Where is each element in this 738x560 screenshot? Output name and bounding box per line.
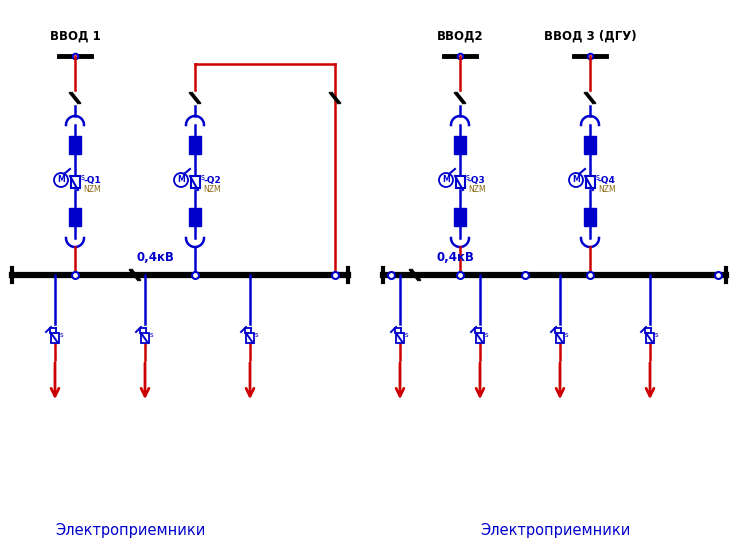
Text: s: s <box>485 332 489 338</box>
Text: s: s <box>405 332 409 338</box>
Text: NZM: NZM <box>468 184 486 194</box>
Bar <box>476 333 484 343</box>
Bar <box>556 333 564 343</box>
Text: -Q1: -Q1 <box>83 175 101 184</box>
Text: Электроприемники: Электроприемники <box>55 523 205 538</box>
Text: NZM: NZM <box>83 184 100 194</box>
Bar <box>51 333 59 343</box>
Text: -Q4: -Q4 <box>598 175 616 184</box>
Bar <box>69 136 81 154</box>
Text: 0,4кВ: 0,4кВ <box>436 251 474 264</box>
Bar <box>189 136 201 154</box>
Text: s: s <box>655 332 658 338</box>
Text: ВВОД 3 (ДГУ): ВВОД 3 (ДГУ) <box>544 30 636 43</box>
Text: M: M <box>442 175 450 184</box>
Text: M: M <box>572 175 580 184</box>
Bar <box>584 136 596 154</box>
Bar <box>141 333 149 343</box>
Text: M: M <box>57 175 65 184</box>
Text: NZM: NZM <box>203 184 221 194</box>
Text: s: s <box>201 172 205 181</box>
Text: s: s <box>255 332 258 338</box>
Bar <box>455 176 464 188</box>
Text: Электроприемники: Электроприемники <box>480 523 630 538</box>
Text: 0,4кВ: 0,4кВ <box>136 251 174 264</box>
Bar <box>396 333 404 343</box>
Bar <box>584 208 596 226</box>
Bar <box>71 176 80 188</box>
Text: NZM: NZM <box>598 184 615 194</box>
Bar <box>69 208 81 226</box>
Bar <box>190 176 199 188</box>
Text: s: s <box>565 332 568 338</box>
Text: ВВОД2: ВВОД2 <box>437 30 483 43</box>
Bar <box>454 208 466 226</box>
Text: s: s <box>150 332 154 338</box>
Bar <box>246 333 254 343</box>
Text: M: M <box>177 175 185 184</box>
Text: -Q3: -Q3 <box>468 175 486 184</box>
Text: -Q2: -Q2 <box>203 175 221 184</box>
Bar <box>646 333 654 343</box>
Text: ВВОД 1: ВВОД 1 <box>49 30 100 43</box>
Text: s: s <box>466 172 470 181</box>
Bar <box>454 136 466 154</box>
Text: s: s <box>81 172 85 181</box>
Bar <box>585 176 595 188</box>
Bar <box>189 208 201 226</box>
Text: s: s <box>60 332 63 338</box>
Text: s: s <box>596 172 600 181</box>
